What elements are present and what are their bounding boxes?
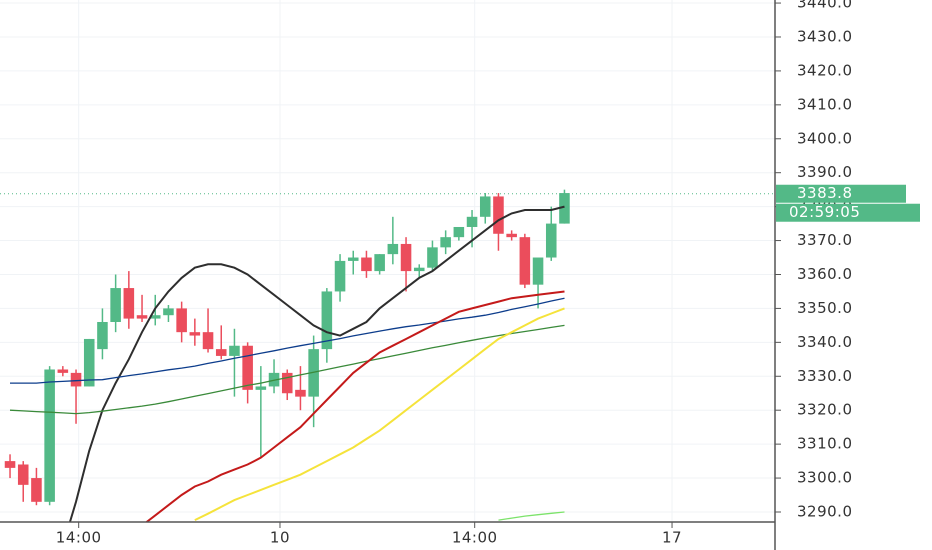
candle-body bbox=[70, 372, 82, 387]
axes: 3290.0 3300.0 3310.0 3320.0 3330.0 3340.0 3350… bbox=[56, 0, 920, 547]
candle-body bbox=[493, 196, 504, 234]
y-tick-label: 3300.0 bbox=[797, 469, 853, 487]
moving-average-line bbox=[194, 307, 565, 521]
candle-body bbox=[295, 389, 306, 397]
candle-body bbox=[400, 243, 412, 272]
y-tick-label: 3370.0 bbox=[797, 231, 853, 249]
candle-body bbox=[123, 288, 135, 319]
candle-body bbox=[242, 345, 253, 390]
candle-body bbox=[453, 226, 465, 238]
candle-body bbox=[532, 257, 544, 285]
countdown-box bbox=[776, 203, 920, 222]
y-tick-label: 3430.0 bbox=[797, 27, 853, 45]
candle-body bbox=[519, 237, 531, 285]
last-price-box bbox=[776, 184, 906, 203]
candle-body bbox=[427, 247, 438, 268]
candle-body bbox=[440, 237, 451, 248]
y-tick-label: 3310.0 bbox=[797, 435, 853, 453]
y-tick-label: 3340.0 bbox=[797, 333, 853, 351]
candle-body bbox=[479, 196, 491, 217]
candle-body bbox=[545, 223, 557, 258]
candle-body bbox=[163, 308, 174, 316]
plot-area bbox=[4, 189, 570, 522]
candle-body bbox=[466, 216, 478, 227]
grid bbox=[0, 0, 775, 522]
moving-average-line bbox=[145, 290, 565, 522]
y-tick-label: 3330.0 bbox=[797, 367, 853, 385]
candle-body bbox=[321, 291, 333, 350]
candle-body bbox=[17, 464, 29, 485]
candle-body bbox=[44, 369, 55, 502]
y-tick-label: 3420.0 bbox=[797, 61, 853, 79]
candle-body bbox=[31, 478, 42, 502]
x-tick-label: 14:00 bbox=[56, 529, 102, 547]
moving-average-line bbox=[9, 324, 565, 415]
moving-average-line bbox=[68, 205, 565, 522]
candle-body bbox=[229, 345, 240, 356]
candle-body bbox=[308, 349, 319, 397]
candle-body bbox=[149, 315, 161, 319]
y-tick-label: 3360.0 bbox=[797, 265, 853, 283]
candle-body bbox=[281, 372, 293, 394]
y-tick-label: 3390.0 bbox=[797, 163, 853, 181]
candle-body bbox=[506, 233, 517, 238]
candle-body bbox=[176, 308, 187, 333]
candle-body bbox=[110, 288, 121, 322]
y-tick-label: 3320.0 bbox=[797, 401, 853, 419]
x-tick-label: 14:00 bbox=[452, 529, 498, 547]
y-tick-label: 3410.0 bbox=[797, 95, 853, 113]
last-price-label: 3383.8 bbox=[797, 184, 853, 202]
y-tick-label: 3290.0 bbox=[797, 502, 853, 520]
candle-body bbox=[136, 315, 148, 319]
candle-body bbox=[347, 257, 359, 261]
x-tick-label: 17 bbox=[662, 529, 682, 547]
candle-body bbox=[361, 257, 372, 272]
candle-body bbox=[374, 254, 385, 272]
candle-body bbox=[4, 461, 16, 468]
candle-body bbox=[189, 332, 201, 336]
candle-body bbox=[334, 260, 346, 292]
x-tick-label: 10 bbox=[270, 529, 290, 547]
y-tick-label: 3400.0 bbox=[797, 129, 853, 147]
candle-body bbox=[215, 349, 227, 356]
candle-body bbox=[255, 386, 267, 390]
candle-body bbox=[83, 338, 95, 387]
candle-body bbox=[387, 243, 399, 255]
y-tick-label: 3350.0 bbox=[797, 299, 853, 317]
candle-body bbox=[97, 321, 108, 350]
candle-body bbox=[57, 369, 69, 373]
candle-body bbox=[202, 332, 214, 350]
moving-average-line bbox=[498, 511, 565, 521]
countdown-label: 02:59:05 bbox=[789, 203, 860, 221]
candle-body bbox=[559, 193, 570, 224]
moving-average-line bbox=[10, 297, 565, 384]
y-tick-label: 3440.0 bbox=[797, 0, 853, 12]
candle-body bbox=[413, 267, 425, 272]
